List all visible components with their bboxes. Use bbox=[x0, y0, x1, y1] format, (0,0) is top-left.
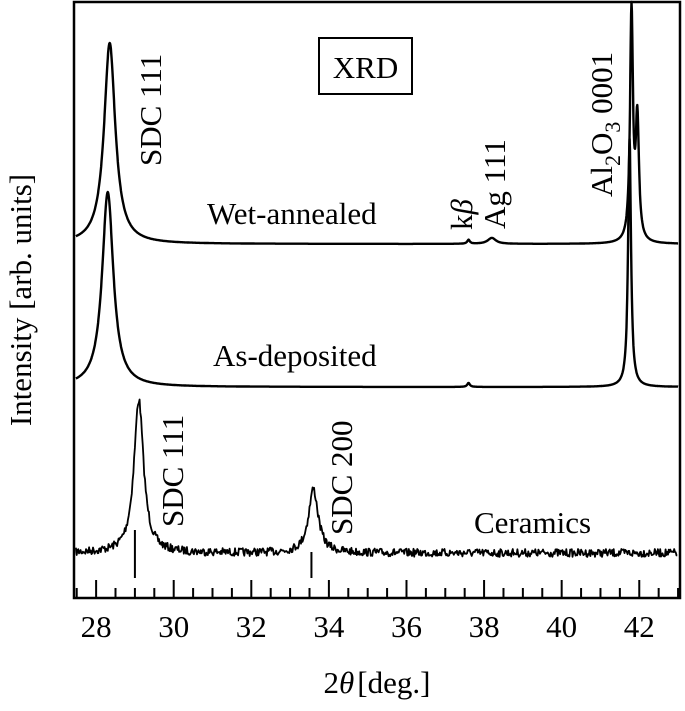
plot-frame bbox=[72, 0, 682, 600]
x-tick-label: 40 bbox=[546, 609, 577, 644]
curve-label-ceramics: Ceramics bbox=[474, 505, 591, 540]
curve-label-wet-annealed: Wet-annealed bbox=[207, 196, 377, 231]
x-tick-label: 34 bbox=[313, 609, 345, 644]
kbeta-beta: β bbox=[444, 199, 479, 216]
peak-label-sdc200: SDC 200 bbox=[324, 420, 359, 535]
x-axis-label: 2θ[deg.] bbox=[324, 665, 431, 700]
x-tick-label: 42 bbox=[624, 609, 655, 644]
x-axis-tick-labels: 28 30 32 34 36 38 40 42 bbox=[81, 609, 655, 644]
x-tick-label: 36 bbox=[391, 609, 422, 644]
curve-wet-annealed bbox=[75, 0, 679, 246]
title-box bbox=[318, 37, 413, 95]
x-tick-label: 38 bbox=[469, 609, 500, 644]
y-axis-label: Intensity [arb. units] bbox=[3, 174, 38, 426]
curves bbox=[75, 0, 679, 558]
kbeta-k: k bbox=[444, 214, 479, 230]
peak-label-sdc111-ceramics: SDC 111 bbox=[155, 415, 190, 527]
reference-markers bbox=[133, 530, 313, 578]
x-axis-ticks bbox=[75, 580, 680, 598]
x-tick-label: 32 bbox=[236, 609, 267, 644]
curve-label-as-deposited: As-deposited bbox=[213, 338, 377, 373]
peak-label-sdc111-top: SDC 111 bbox=[133, 54, 168, 166]
curve-ceramics bbox=[75, 398, 678, 558]
peak-label-kbeta: kβ bbox=[444, 199, 479, 231]
curve-as-deposited bbox=[75, 137, 679, 389]
x-tick-label: 28 bbox=[81, 609, 112, 644]
chart-title: XRD bbox=[333, 50, 398, 85]
x-tick-label: 30 bbox=[158, 609, 189, 644]
peak-label-al2o3-0001: Al2O3 0001 bbox=[584, 52, 625, 197]
peak-label-ag111: Ag 111 bbox=[477, 139, 512, 229]
